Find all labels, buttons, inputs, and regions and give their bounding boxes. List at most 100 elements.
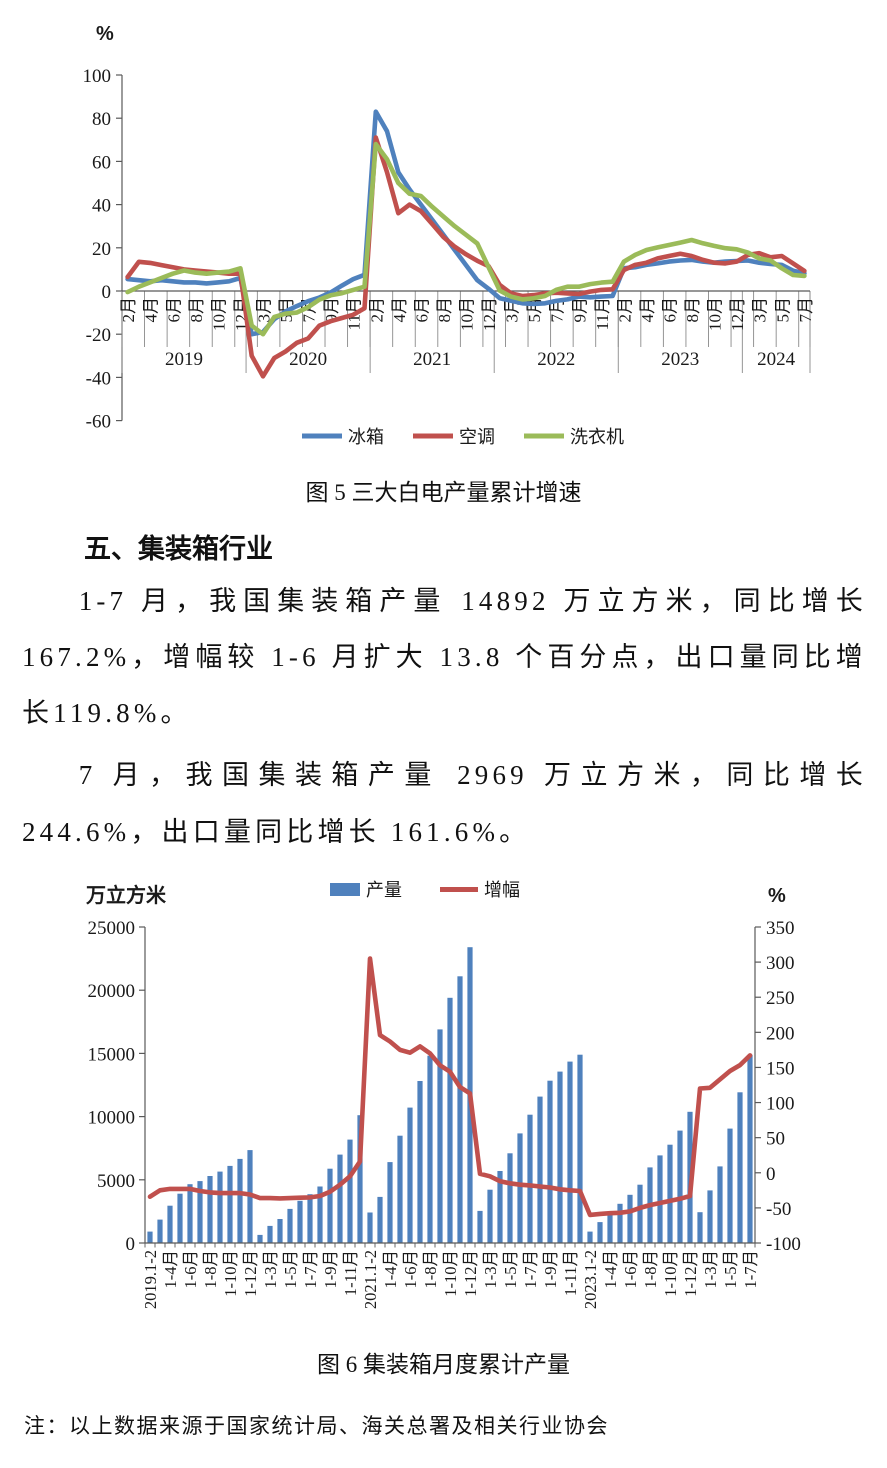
x-tick-label: 1-7月 [741,1250,760,1289]
x-tick-label: 7月 [796,297,815,323]
output-bar [627,1194,633,1243]
output-bar [197,1180,203,1243]
output-bar [237,1158,243,1243]
aircon-series-line [125,135,807,379]
legend-label: 空调 [459,427,495,447]
output-bar [497,1170,503,1243]
year-label: 2019 [165,349,203,370]
x-tick-label: 1-7月 [301,1250,320,1289]
x-tick-label: 12月 [480,297,499,331]
year-label: 2021 [413,349,451,370]
right-tick-label: 250 [766,988,795,1009]
x-tick-label: 1-9月 [321,1250,340,1289]
x-tick-label: 6月 [164,297,183,323]
y-tick-label: 0 [102,282,112,303]
legend-label: 产量 [366,880,402,900]
right-tick-label: -50 [766,1199,791,1220]
x-tick-label: 9月 [570,297,589,323]
y-tick-label: 100 [83,66,112,87]
output-bar [327,1168,333,1243]
washer-series-line [125,141,807,337]
output-bar [187,1183,193,1243]
output-bar [557,1071,563,1243]
left-tick-label: 20000 [88,981,136,1002]
x-tick-label: 1-4月 [601,1250,620,1289]
output-bar [637,1184,643,1243]
year-label: 2023 [661,349,699,370]
output-bar [227,1165,233,1243]
y-tick-label: 60 [92,152,111,173]
output-bar [547,1080,553,1243]
x-tick-label: 4月 [142,297,161,323]
output-bar [357,1114,363,1243]
right-tick-label: 300 [766,953,795,974]
y-tick-label: -20 [86,325,111,346]
output-bar [657,1155,663,1243]
x-tick-label: 1-3月 [261,1250,280,1289]
output-bar [707,1190,713,1243]
left-tick-label: 10000 [88,1107,136,1128]
x-tick-label: 1-11月 [561,1250,580,1296]
output-bar [457,976,463,1243]
figure5-caption: 图 5 三大白电产量累计增速 [305,480,582,505]
left-axis-unit-label: 万立方米 [85,883,167,907]
output-bar [407,1107,413,1243]
x-tick-label: 1-7月 [521,1250,540,1289]
output-bar [577,1054,583,1243]
x-tick-label: 1-6月 [181,1250,200,1289]
right-tick-label: 200 [766,1023,795,1044]
left-tick-label: 5000 [97,1171,135,1192]
left-tick-label: 0 [126,1234,136,1255]
output-bar [217,1171,223,1243]
output-bar [377,1196,383,1243]
output-bar [617,1203,623,1243]
y-tick-label: -40 [86,368,111,389]
x-tick-label: 9月 [322,297,341,323]
x-tick-label: 1-6月 [621,1250,640,1289]
x-tick-label: 2021.1-2 [361,1250,380,1309]
x-tick-label: 5月 [773,297,792,323]
x-tick-label: 6月 [661,297,680,323]
figure6-caption: 图 6 集装箱月度累计产量 [317,1351,570,1377]
body-paragraph-2: 7 月，我国集装箱产量 2969 万立方米，同比增长 244.6%，出口量同比增… [22,760,867,847]
x-tick-label: 3月 [751,297,770,323]
left-tick-label: 25000 [88,918,136,939]
y-tick-label: 40 [92,196,111,217]
left-tick-label: 15000 [88,1044,136,1065]
x-tick-label: 10月 [458,297,477,331]
y-tick-label: -60 [86,412,111,433]
x-tick-label: 2023.1-2 [581,1250,600,1309]
output-bar [387,1161,393,1243]
x-tick-label: 1-12月 [461,1250,480,1297]
container-output-bar-line-chart: 产量 增幅 万立方米 % 0 5000 10000 15000 20000 25000 -100 -5… [85,880,801,1309]
year-label: 2024 [757,349,796,370]
y-axis-unit-label: % [96,23,114,45]
output-bar [397,1135,403,1243]
output-bar [677,1130,683,1243]
x-tick-label: 1-11月 [341,1250,360,1296]
x-tick-label: 2019.1-2 [141,1250,160,1309]
section-heading: 五、集装箱行业 [84,533,273,564]
output-bar [447,997,453,1243]
output-bar [267,1225,273,1243]
x-tick-label: 11月 [593,297,612,330]
x-tick-label: 3月 [255,297,274,323]
x-tick-label: 4月 [390,297,409,323]
right-tick-label: 350 [766,918,795,939]
output-bar [717,1166,723,1243]
source-note: 注：以上数据来源于国家统计局、海关总署及相关行业协会 [24,1413,609,1438]
legend-bar-swatch [330,882,360,896]
output-bar [427,1055,433,1243]
x-tick-label: 1-8月 [641,1250,660,1289]
x-tick-label: 2月 [119,297,138,323]
x-tick-label: 1-12月 [241,1250,260,1297]
output-bar [167,1205,173,1243]
x-tick-label: 1-10月 [661,1250,680,1297]
y-tick-label: 20 [92,239,111,260]
output-bar [317,1186,323,1243]
growth-series-line [147,956,753,1217]
output-bar [567,1061,573,1243]
output-bar [367,1212,373,1243]
year-label: 2022 [537,349,575,370]
body-paragraph-1: 1-7 月，我国集装箱产量 14892 万立方米，同比增长167.2%，增幅较 … [22,585,867,729]
